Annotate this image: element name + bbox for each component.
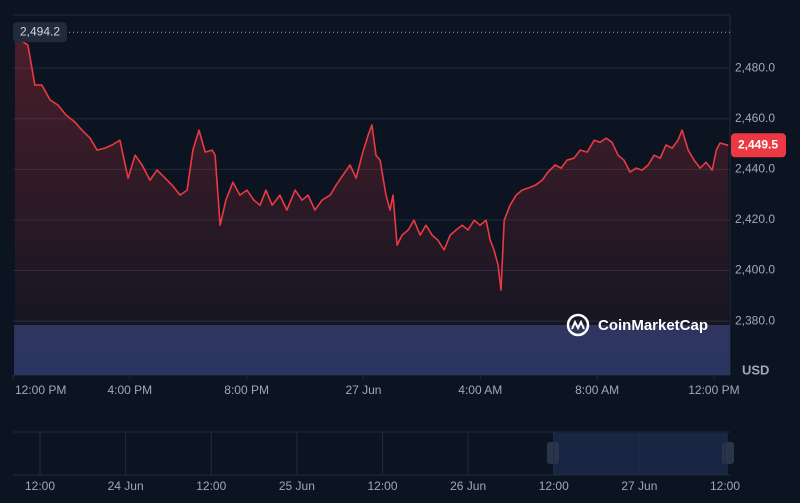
navigator-label: 12:00 — [25, 479, 55, 493]
navigator-label: 12:00 — [539, 479, 569, 493]
y-tick-label: 2,380.0 — [735, 313, 775, 327]
high-label-box — [13, 22, 67, 43]
navigator-label: 12:00 — [367, 479, 397, 493]
navigator-label: 27 Jun — [621, 479, 657, 493]
navigator-label: 12:00 — [710, 479, 740, 493]
y-tick-label: 2,440.0 — [735, 161, 775, 175]
plot: 2,494.2 2,449.5 — [13, 22, 786, 375]
x-tick-label: 4:00 PM — [107, 383, 152, 397]
x-tick-label: 4:00 AM — [458, 383, 502, 397]
brand-logo — [566, 313, 590, 337]
price-line — [14, 31, 729, 291]
last-price-box — [731, 133, 786, 158]
x-tick-label: 12:00 PM — [688, 383, 739, 397]
x-tick-label: 12:00 PM — [15, 383, 66, 397]
navigator-label: 24 Jun — [108, 479, 144, 493]
navigator-label: 12:00 — [196, 479, 226, 493]
y-tick-label: 2,460.0 — [735, 111, 775, 125]
area-fill — [15, 32, 729, 375]
navigator: 12:00 24 Jun 12:00 25 Jun 12:00 26 Jun 12:00 27… — [13, 431, 740, 493]
y-tick-label: 2,480.0 — [735, 60, 775, 74]
navigator-window[interactable] — [553, 433, 728, 475]
high-label: 2,494.2 — [20, 24, 60, 38]
y-tick-label: 2,420.0 — [735, 212, 775, 226]
navigator-axis: 12:00 24 Jun 12:00 25 Jun 12:00 26 Jun 12:00 27… — [25, 432, 740, 493]
brand-name: CoinMarketCap — [598, 317, 708, 334]
currency-label: USD — [742, 362, 769, 377]
x-tick-label: 27 Jun — [345, 383, 381, 397]
y-tick-label: 2,400.0 — [735, 263, 775, 277]
x-tick-label: 8:00 AM — [575, 383, 619, 397]
navigator-handle-left[interactable] — [547, 442, 559, 464]
x-tick-label: 8:00 PM — [224, 383, 269, 397]
navigator-label: 25 Jun — [279, 479, 315, 493]
brand: CoinMarketCap — [566, 313, 708, 337]
brand-logo-mark — [571, 319, 585, 331]
last-price-label: 2,449.5 — [738, 137, 778, 151]
navigator-label: 26 Jun — [450, 479, 486, 493]
navigator-handle-right[interactable] — [722, 442, 734, 464]
